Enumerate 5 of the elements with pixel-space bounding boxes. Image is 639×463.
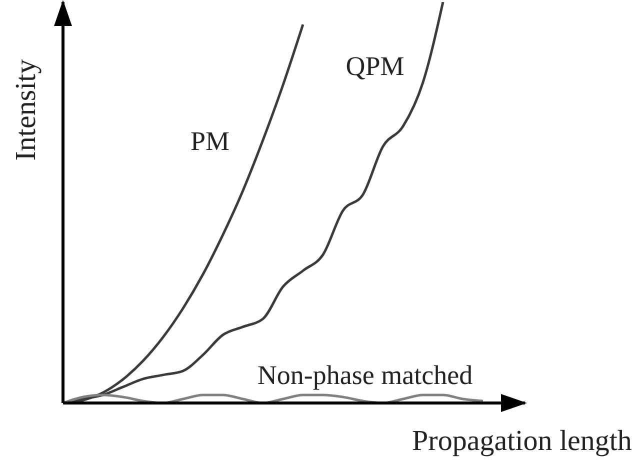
series-label: QPM	[346, 51, 404, 81]
series-label: Non-phase matched	[257, 360, 474, 390]
series-label: PM	[190, 126, 230, 156]
x-axis-title: Propagation length	[412, 425, 632, 457]
y-axis-title: Intensity	[10, 58, 42, 161]
